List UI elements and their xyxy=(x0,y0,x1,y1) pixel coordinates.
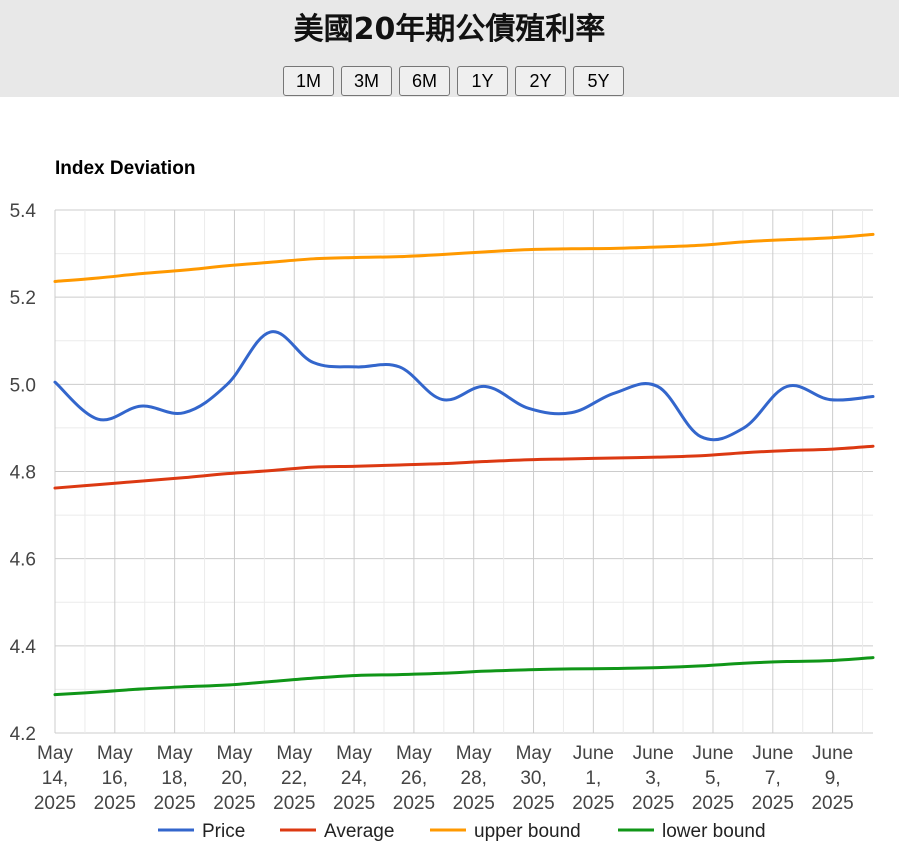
series-line-upper-bound xyxy=(53,232,875,283)
chart-grid xyxy=(54,209,873,734)
x-tick-label: May 30, 2025 xyxy=(512,743,554,814)
chart-title: Index Deviation xyxy=(55,158,195,179)
y-tick-label: 5.0 xyxy=(10,375,36,396)
page-title: 美國20年期公債殖利率 xyxy=(293,12,606,47)
x-axis-ticks: May 14, 2025 May 16, 2025 May 18, 2025 May 20, 2025… xyxy=(34,743,854,814)
x-tick-label: June 3, 2025 xyxy=(632,743,674,814)
y-tick-label: 4.2 xyxy=(10,724,36,745)
x-tick-label: June 5, 2025 xyxy=(692,743,734,814)
legend-label: upper bound xyxy=(474,821,581,842)
y-tick-label: 5.2 xyxy=(10,288,36,309)
x-tick-label: June 9, 2025 xyxy=(811,743,853,814)
y-tick-label: 4.6 xyxy=(10,550,36,571)
x-tick-label: May 20, 2025 xyxy=(213,743,255,814)
x-tick-label: May 14, 2025 xyxy=(34,743,76,814)
range-button-2y[interactable]: 2Y xyxy=(515,66,566,96)
chart-legend: Price Average upper bound lower bound xyxy=(158,821,766,842)
page-header: 美國20年期公債殖利率 1M 3M 6M 1Y 2Y 5Y xyxy=(0,0,899,97)
range-button-5y[interactable]: 5Y xyxy=(573,66,624,96)
range-button-3m[interactable]: 3M xyxy=(341,66,392,96)
x-tick-label: May 24, 2025 xyxy=(333,743,375,814)
x-tick-label: June 7, 2025 xyxy=(752,743,794,814)
x-tick-label: May 22, 2025 xyxy=(273,743,315,814)
x-tick-label: May 16, 2025 xyxy=(94,743,136,814)
x-tick-label: May 18, 2025 xyxy=(153,743,195,814)
range-selector: 1M 3M 6M 1Y 2Y 5Y xyxy=(0,66,899,96)
x-tick-label: May 26, 2025 xyxy=(393,743,435,814)
line-chart: Index Deviation 4.2 4.4 4.6 4.8 5.0 5.2 5.4 Ma… xyxy=(10,158,875,842)
legend-label: Price xyxy=(202,821,245,842)
x-tick-label: May 28, 2025 xyxy=(453,743,495,814)
y-tick-label: 4.4 xyxy=(10,637,37,658)
y-tick-label: 4.8 xyxy=(10,463,36,484)
y-axis-ticks: 4.2 4.4 4.6 4.8 5.0 5.2 5.4 xyxy=(10,201,37,745)
legend-label: lower bound xyxy=(662,821,766,842)
y-tick-label: 5.4 xyxy=(10,201,37,222)
range-button-6m[interactable]: 6M xyxy=(399,66,450,96)
range-button-1y[interactable]: 1Y xyxy=(457,66,508,96)
legend-label: Average xyxy=(324,821,394,842)
series-line-price xyxy=(53,330,875,442)
range-button-1m[interactable]: 1M xyxy=(283,66,334,96)
x-tick-label: June 1, 2025 xyxy=(572,743,614,814)
chart-series xyxy=(53,232,875,697)
series-line-lower-bound xyxy=(53,656,875,697)
series-line-average xyxy=(53,444,875,490)
